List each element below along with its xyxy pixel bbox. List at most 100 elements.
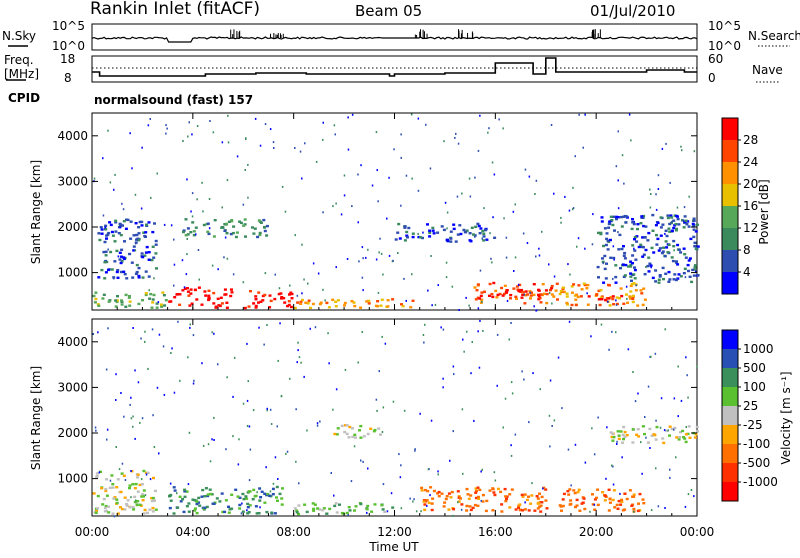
heatmap-cell xyxy=(503,487,507,491)
heatmap-cell xyxy=(148,297,152,300)
heatmap-speckle xyxy=(452,514,454,517)
heatmap-cell xyxy=(693,241,697,244)
heatmap-speckle xyxy=(144,340,146,343)
heatmap-cell xyxy=(401,305,405,308)
heatmap-cell xyxy=(102,293,106,296)
heatmap-cell xyxy=(622,245,625,248)
heatmap-speckle xyxy=(269,490,272,493)
heatmap-cell xyxy=(667,270,671,274)
heatmap-cell xyxy=(128,295,131,298)
heatmap-speckle xyxy=(240,512,243,515)
heatmap-cell xyxy=(668,278,672,281)
heatmap-cell xyxy=(403,239,407,242)
heatmap-speckle xyxy=(297,349,299,352)
heatmap-cell xyxy=(686,220,690,223)
heatmap-speckle xyxy=(414,449,416,452)
freq-left-tick-bottom: 8 xyxy=(64,71,72,85)
heatmap-cell xyxy=(668,425,672,428)
heatmap-cell xyxy=(359,502,363,506)
heatmap-cell xyxy=(117,232,121,235)
heatmap-cell xyxy=(485,499,489,503)
heatmap-speckle xyxy=(132,327,134,329)
heatmap-cell xyxy=(668,222,672,226)
heatmap-cell xyxy=(621,509,625,512)
heatmap-cell xyxy=(394,238,398,241)
heatmap-cell xyxy=(351,435,355,439)
heatmap-speckle xyxy=(664,507,666,509)
heatmap-speckle xyxy=(93,177,96,180)
heatmap-cell xyxy=(406,236,409,239)
heatmap-cell xyxy=(474,225,478,228)
heatmap-speckle xyxy=(153,277,155,280)
heatmap-speckle xyxy=(149,478,152,481)
heatmap-cell xyxy=(313,503,317,506)
heatmap-cell xyxy=(145,245,149,249)
heatmap-speckle xyxy=(586,292,588,295)
heatmap-speckle xyxy=(474,176,476,179)
heatmap-cell xyxy=(259,496,263,499)
heatmap-cell xyxy=(108,486,112,489)
colorbar-swatch xyxy=(722,444,738,463)
heatmap-cell xyxy=(143,234,147,238)
heatmap-cell xyxy=(625,434,629,437)
heatmap-cell xyxy=(693,436,697,439)
heatmap-cell xyxy=(635,235,639,238)
heatmap-cell xyxy=(142,231,146,234)
heatmap-cell xyxy=(629,272,633,275)
heatmap-cell xyxy=(544,289,548,292)
heatmap-cell xyxy=(491,295,495,299)
heatmap-cell xyxy=(151,506,155,510)
heatmap-cell xyxy=(605,297,609,300)
ytick-label: 2000 xyxy=(57,220,88,234)
heatmap-cell xyxy=(242,224,246,227)
heatmap-cell xyxy=(452,223,456,226)
heatmap-cell xyxy=(639,243,643,246)
heatmap-speckle xyxy=(398,453,400,456)
heatmap-cell xyxy=(142,512,146,515)
heatmap-speckle xyxy=(414,448,416,451)
heatmap-cell xyxy=(637,502,640,505)
heatmap-speckle xyxy=(577,237,580,240)
heatmap-speckle xyxy=(531,482,533,485)
heatmap-speckle xyxy=(630,139,632,142)
heatmap-speckle xyxy=(529,291,531,294)
heatmap-speckle xyxy=(263,343,265,346)
heatmap-cell xyxy=(295,509,299,512)
freq-trace xyxy=(92,57,697,77)
heatmap-cell xyxy=(183,490,187,493)
heatmap-cell xyxy=(347,506,351,509)
heatmap-speckle xyxy=(593,503,596,506)
heatmap-cell xyxy=(140,483,144,486)
heatmap-cell xyxy=(669,214,673,217)
heatmap-cell xyxy=(181,289,185,292)
heatmap-speckle xyxy=(212,131,215,134)
heatmap-speckle xyxy=(361,276,364,279)
heatmap-cell xyxy=(268,494,272,497)
heatmap-cell xyxy=(417,235,421,239)
heatmap-speckle xyxy=(657,174,660,177)
heatmap-cell xyxy=(207,297,211,300)
heatmap-speckle xyxy=(615,165,618,168)
heatmap-cell xyxy=(631,221,635,224)
heatmap-cell xyxy=(396,231,400,234)
heatmap-cell xyxy=(657,278,661,281)
heatmap-cell xyxy=(612,256,616,260)
heatmap-cell xyxy=(150,499,154,503)
heatmap-cell xyxy=(151,230,155,234)
heatmap-cell xyxy=(562,290,566,294)
heatmap-speckle xyxy=(246,509,248,512)
heatmap-speckle xyxy=(193,379,195,382)
heatmap-cell xyxy=(493,236,497,239)
heatmap-cell xyxy=(243,218,247,221)
heatmap-cell xyxy=(242,497,246,501)
heatmap-speckle xyxy=(244,169,246,171)
heatmap-speckle xyxy=(455,132,457,135)
heatmap-cell xyxy=(631,441,635,444)
freq-panel-frame xyxy=(91,55,698,83)
heatmap-cell xyxy=(657,249,661,252)
heatmap-cell xyxy=(244,235,247,238)
heatmap-cell xyxy=(660,251,664,255)
heatmap-speckle xyxy=(303,278,305,281)
heatmap-speckle xyxy=(145,473,148,476)
heatmap-speckle xyxy=(491,261,493,264)
